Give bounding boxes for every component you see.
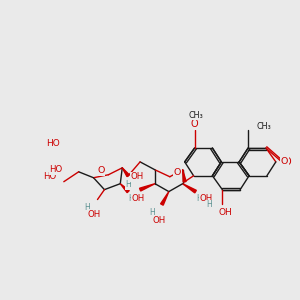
Polygon shape: [160, 192, 169, 205]
Text: H: H: [85, 203, 91, 212]
Polygon shape: [120, 184, 129, 193]
Text: CH₃: CH₃: [188, 111, 203, 120]
Text: OH: OH: [131, 194, 145, 203]
Text: OH: OH: [200, 194, 213, 203]
Text: O: O: [284, 157, 292, 167]
Text: HO: HO: [44, 172, 57, 181]
Text: O: O: [174, 168, 181, 177]
Text: O: O: [97, 166, 104, 175]
Text: H: H: [207, 200, 212, 209]
Text: CH₃: CH₃: [256, 122, 271, 131]
Text: HO: HO: [49, 165, 62, 174]
Text: H: H: [125, 180, 131, 189]
Text: H: H: [149, 208, 155, 217]
Polygon shape: [183, 184, 196, 193]
Text: OH: OH: [152, 216, 166, 225]
Polygon shape: [122, 168, 129, 177]
Text: OH: OH: [218, 208, 232, 217]
Text: H: H: [128, 194, 134, 203]
Text: O: O: [281, 158, 288, 166]
Text: O: O: [191, 119, 198, 129]
Polygon shape: [183, 170, 186, 182]
Text: OH: OH: [218, 208, 232, 217]
Polygon shape: [140, 184, 155, 191]
Text: OH: OH: [130, 172, 144, 181]
Text: H: H: [197, 194, 203, 203]
Text: HO: HO: [46, 139, 60, 148]
Text: OH: OH: [88, 210, 101, 219]
